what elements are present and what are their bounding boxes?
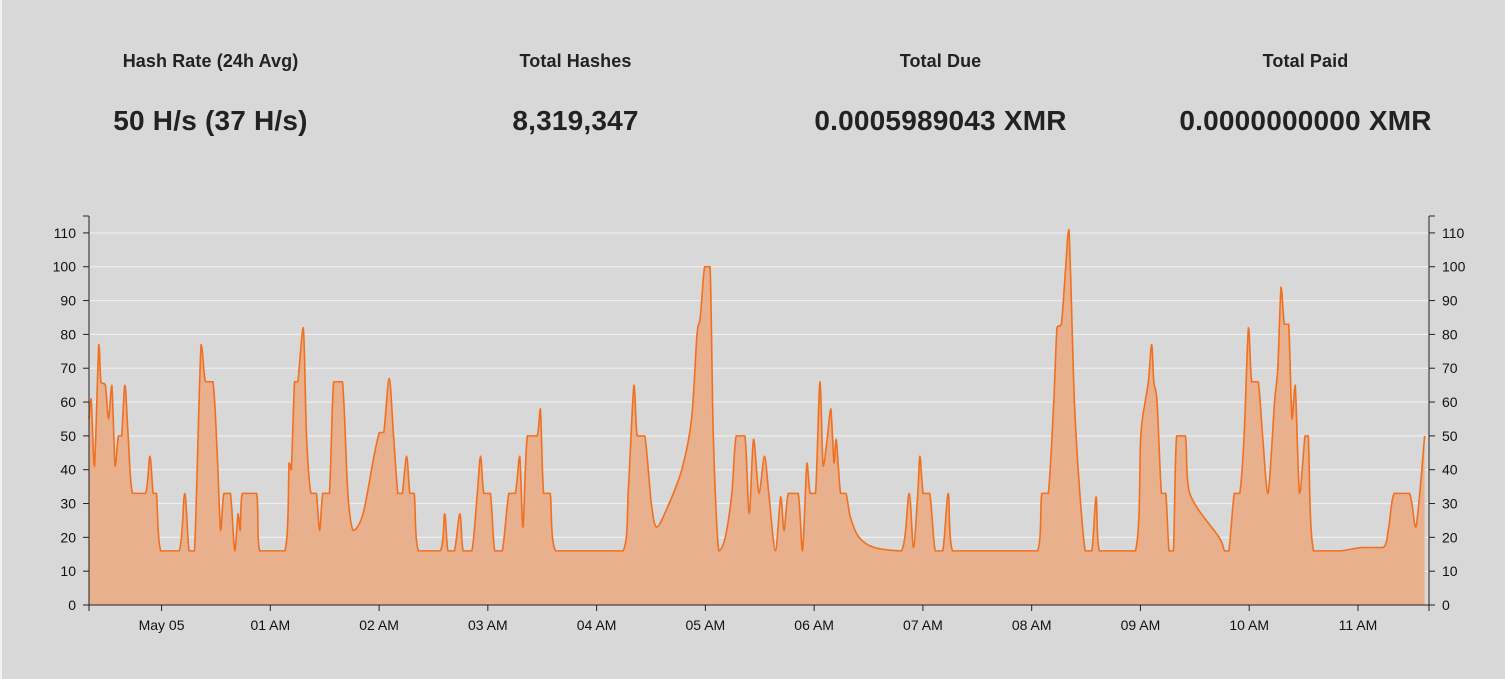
x-tick-label: May 05 <box>139 617 185 633</box>
x-tick-label: 02 AM <box>359 617 399 633</box>
stat-hash-rate: Hash Rate (24h Avg) 50 H/s (37 H/s) <box>28 30 393 137</box>
x-tick-label: 08 AM <box>1012 617 1052 633</box>
y-tick-label-left: 70 <box>60 360 76 376</box>
y-tick-label-right: 100 <box>1442 259 1466 275</box>
y-tick-label-left: 0 <box>68 597 76 613</box>
x-tick-label: 03 AM <box>468 617 508 633</box>
y-tick-label-right: 0 <box>1442 597 1450 613</box>
stat-total-hashes: Total Hashes 8,319,347 <box>393 30 758 137</box>
y-tick-label-right: 110 <box>1442 225 1465 241</box>
x-tick-label: 10 AM <box>1229 617 1269 633</box>
y-tick-label-right: 40 <box>1442 462 1458 478</box>
y-tick-label-right: 80 <box>1442 326 1458 342</box>
y-tick-label-right: 30 <box>1442 496 1458 512</box>
y-tick-label-right: 60 <box>1442 394 1458 410</box>
y-tick-label-left: 60 <box>60 394 76 410</box>
y-tick-label-left: 110 <box>54 225 77 241</box>
y-tick-label-right: 20 <box>1442 529 1458 545</box>
stat-total-hashes-label: Total Hashes <box>519 51 632 71</box>
x-tick-label: 11 AM <box>1339 617 1378 633</box>
left-border <box>0 0 2 679</box>
y-tick-label-left: 50 <box>60 428 76 444</box>
stats-row: Hash Rate (24h Avg) 50 H/s (37 H/s) Tota… <box>28 30 1488 160</box>
y-tick-label-left: 40 <box>60 462 76 478</box>
y-tick-label-left: 100 <box>53 259 77 275</box>
stat-total-paid: Total Paid 0.0000000000 XMR <box>1123 30 1488 137</box>
y-tick-label-right: 70 <box>1442 360 1458 376</box>
y-tick-label-left: 80 <box>60 326 76 342</box>
y-tick-label-left: 20 <box>60 529 76 545</box>
y-tick-label-left: 10 <box>60 563 76 579</box>
y-tick-label-right: 90 <box>1442 293 1458 309</box>
y-tick-label-left: 90 <box>60 293 76 309</box>
stat-hash-rate-value: 50 H/s (37 H/s) <box>113 105 308 136</box>
stat-total-hashes-value: 8,319,347 <box>512 105 639 136</box>
x-tick-label: 07 AM <box>903 617 943 633</box>
y-tick-label-right: 50 <box>1442 428 1458 444</box>
stat-total-paid-value: 0.0000000000 XMR <box>1179 105 1432 136</box>
x-tick-label: 05 AM <box>686 617 726 633</box>
stat-total-due-label: Total Due <box>899 51 982 71</box>
stat-total-paid-label: Total Paid <box>1262 51 1349 71</box>
series-line <box>88 228 1426 552</box>
y-tick-label-right: 10 <box>1442 563 1458 579</box>
x-tick-label: 09 AM <box>1121 617 1161 633</box>
x-tick-label: 04 AM <box>577 617 617 633</box>
x-tick-label: 01 AM <box>250 617 290 633</box>
stat-hash-rate-label: Hash Rate (24h Avg) <box>122 51 299 71</box>
x-tick-label: 06 AM <box>794 617 834 633</box>
stat-total-due: Total Due 0.0005989043 XMR <box>758 30 1123 137</box>
y-tick-label-left: 30 <box>60 496 76 512</box>
stat-total-due-value: 0.0005989043 XMR <box>814 105 1067 136</box>
